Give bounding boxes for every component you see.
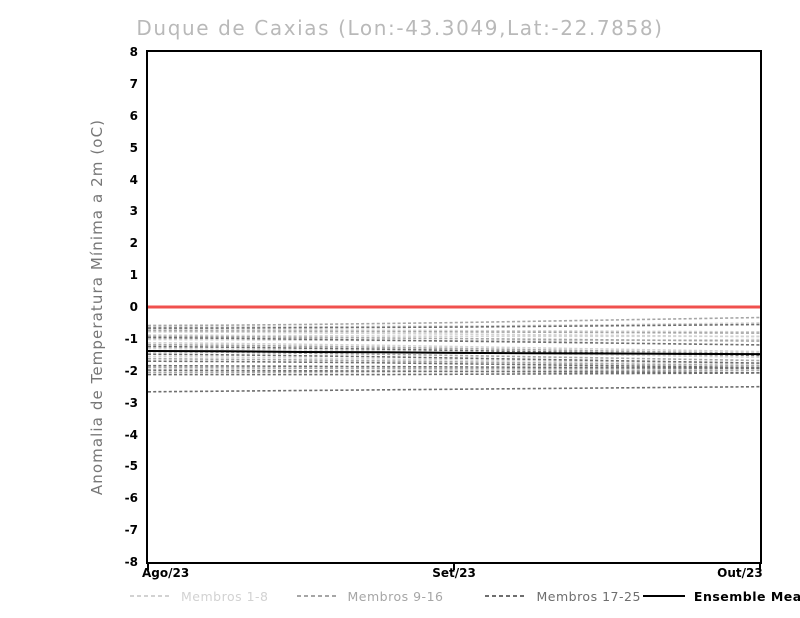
member-line	[148, 316, 760, 327]
y-tick-label: 8	[129, 45, 138, 59]
x-tick-label: Ago/23	[142, 566, 190, 580]
member-line	[148, 323, 760, 329]
y-tick-label: 3	[129, 204, 138, 219]
member-line	[148, 372, 760, 376]
y-tick-label: -7	[124, 523, 138, 538]
y-tick-label: -6	[124, 491, 138, 506]
member-line	[148, 335, 760, 342]
legend-swatch-group-9-16	[296, 595, 339, 597]
legend-swatch-group-1-8	[130, 595, 172, 597]
legend-swatch-group-17-25	[485, 595, 528, 597]
y-tick-label: -3	[124, 395, 138, 410]
legend-item[interactable]: Membros 1-8	[130, 589, 269, 604]
y-tick-label: -8	[124, 555, 138, 569]
member-line	[148, 369, 760, 374]
ensemble-mean-line	[148, 349, 760, 356]
legend-swatch-ensemble-mean	[642, 595, 685, 597]
x-tick-label: Set/23	[432, 566, 476, 580]
legend-label: Membros 9-16	[347, 588, 444, 604]
y-tick-label: 7	[129, 76, 138, 91]
y-tick-label: 4	[129, 172, 138, 187]
member-line	[148, 357, 760, 367]
y-tick-label: -1	[124, 331, 138, 346]
y-tick-label: 1	[129, 268, 138, 283]
x-tick-label: Out/23	[717, 566, 763, 580]
member-line	[148, 369, 760, 374]
legend-item[interactable]: Membros 9-16	[296, 588, 444, 604]
x-tick-mark	[147, 564, 149, 570]
x-tick-mark	[453, 564, 455, 570]
member-line	[148, 341, 760, 353]
member-line	[148, 336, 760, 346]
x-tick-mark	[759, 564, 761, 570]
member-line	[148, 350, 760, 362]
y-tick-label: -4	[124, 427, 138, 442]
member-line	[148, 366, 760, 370]
chart-legend: Membros 1-8 Membros 9-16 Membros 17-25 Ense…	[130, 586, 800, 606]
legend-label: Membros 1-8	[181, 588, 269, 604]
legend-item[interactable]: Ensemble Mean	[642, 588, 800, 604]
ensemble-lines	[148, 305, 760, 393]
member-line	[148, 329, 760, 334]
member-line	[148, 347, 760, 359]
member-line	[148, 364, 760, 369]
y-tick-label: -5	[124, 459, 138, 474]
y-tick-label: 0	[129, 300, 138, 314]
legend-item[interactable]: Membros 17-25	[485, 589, 640, 604]
y-tick-label: 5	[129, 140, 138, 155]
member-line	[148, 328, 760, 333]
member-line	[148, 322, 760, 328]
member-line	[148, 385, 760, 393]
legend-label: Membros 17-25	[536, 588, 641, 604]
member-line	[148, 360, 760, 369]
y-tick-label: 6	[129, 108, 138, 123]
y-tick-label: -2	[124, 363, 138, 378]
member-line	[148, 334, 760, 338]
plot-area	[146, 50, 762, 564]
legend-label: Ensemble Mean	[693, 588, 800, 604]
member-line	[148, 353, 760, 364]
chart-title: Duque de Caxias (Lon:-43.3049,Lat:-22.78…	[136, 16, 664, 40]
y-tick-label: 2	[129, 236, 138, 251]
member-line	[148, 355, 760, 365]
member-line	[148, 343, 760, 355]
